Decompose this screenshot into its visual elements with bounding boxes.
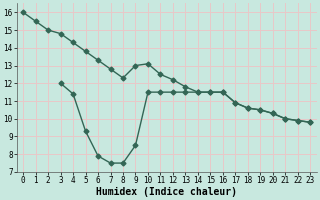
X-axis label: Humidex (Indice chaleur): Humidex (Indice chaleur) (96, 186, 237, 197)
